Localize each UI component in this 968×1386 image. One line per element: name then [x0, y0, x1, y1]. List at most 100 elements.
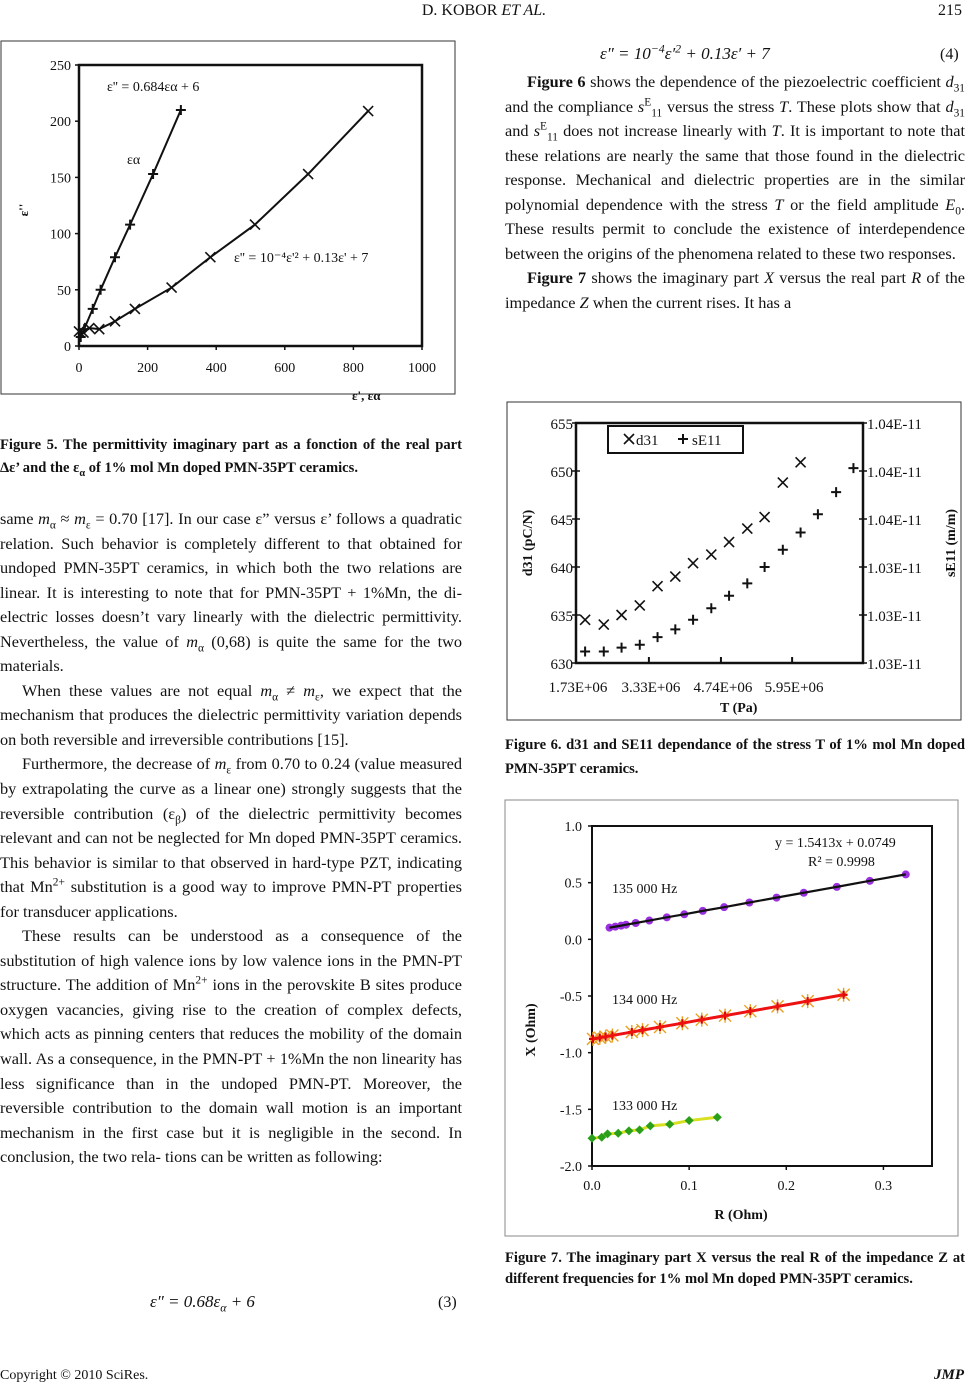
- text-run: versus the real part: [774, 268, 912, 288]
- legend: [607, 425, 744, 454]
- x-tick-label: 0.1: [680, 1179, 698, 1194]
- equation-3: ε″ = 0.68εα + 6: [150, 1292, 255, 1313]
- series-label: 135 000 Hz: [612, 882, 677, 897]
- text-run: , we expect that the mechanism that prod…: [0, 680, 463, 749]
- text-run: (0,68) is quite the same for the two mat…: [0, 631, 462, 676]
- right-column-text: Figure 6 shows the dependence of the pie…: [505, 70, 965, 315]
- text-run: m: [38, 509, 50, 528]
- data-point: [746, 1007, 755, 1016]
- series-line: [591, 1115, 718, 1140]
- text-run: . It is important to note that these rel…: [505, 121, 965, 214]
- series-line: [79, 109, 182, 338]
- data-point: [73, 325, 85, 337]
- series-line: [609, 873, 906, 929]
- y2-tick-label: 1.04E-11: [867, 417, 922, 433]
- data-point: [616, 642, 627, 653]
- data-point: [706, 603, 717, 614]
- data-point: [77, 326, 90, 339]
- data-point: [148, 169, 159, 180]
- data-point: [579, 614, 591, 626]
- data-point: [777, 476, 789, 489]
- series-label: 133 000 Hz: [612, 1099, 677, 1114]
- legend-label-se11: sE11: [692, 433, 721, 449]
- text-run: ε″ = 0.68ε: [150, 1292, 221, 1311]
- data-point: [634, 599, 646, 611]
- y-tick-label: 655: [551, 417, 574, 433]
- y2-tick-label: 1.04E-11: [867, 465, 922, 481]
- text-run: ε′: [664, 44, 676, 63]
- text-run: m: [260, 680, 273, 700]
- text-run: ) of the dielectric permittivity becomes…: [0, 803, 462, 897]
- data-point: [832, 882, 841, 891]
- data-point: [865, 876, 874, 885]
- text-run: β: [175, 813, 181, 826]
- data-point: [605, 1028, 619, 1043]
- data-point: [656, 1023, 664, 1032]
- text-run: ≈: [55, 509, 75, 528]
- data-point: [669, 571, 681, 583]
- data-point: [724, 590, 735, 601]
- y-tick-label: -1.5: [560, 1103, 582, 1118]
- data-point: [848, 463, 859, 474]
- data-point: [110, 252, 121, 263]
- x-tick-label: 1000: [408, 361, 436, 376]
- plot-area: [591, 825, 933, 1167]
- x-tick-label: 0.0: [583, 1179, 601, 1194]
- paragraph: When these values are not equal mα ≠ mε,…: [0, 679, 462, 753]
- data-point: [593, 1030, 607, 1045]
- text-run: s: [637, 96, 645, 116]
- data-point: [645, 1121, 655, 1131]
- text-run: 2+: [195, 974, 208, 987]
- text-run: 11: [547, 131, 558, 144]
- data-point: [670, 624, 681, 635]
- data-point: [595, 1033, 604, 1042]
- data-point: [302, 168, 314, 180]
- data-point: [605, 923, 614, 932]
- text-run: substitution is a good way to improve PM…: [0, 877, 462, 921]
- data-point: [652, 632, 663, 643]
- data-point: [603, 1129, 613, 1139]
- text-run: ≠: [278, 680, 304, 700]
- data-point: [129, 303, 141, 315]
- data-point: [635, 1125, 645, 1135]
- text-run: and the compliance: [505, 96, 638, 116]
- data-point: [712, 1112, 722, 1122]
- text-run: ε: [315, 691, 320, 704]
- data-point: [83, 322, 95, 334]
- data-point: [611, 922, 620, 931]
- text-run: Furthermore, the decrease of: [22, 754, 215, 774]
- text-run: Figure 5. The permittivity imaginary par…: [0, 437, 462, 476]
- data-point: [613, 1128, 623, 1138]
- text-run: Z: [579, 292, 589, 312]
- data-point: [627, 1028, 636, 1037]
- figure-frame: [504, 799, 959, 1237]
- text-run: and: [505, 121, 534, 141]
- data-point: [720, 903, 729, 912]
- text-run: m: [186, 631, 198, 651]
- text-run: T: [771, 121, 781, 141]
- x-tick-label: 400: [206, 361, 227, 376]
- data-point: [166, 281, 178, 294]
- data-point: [777, 544, 788, 555]
- footer-copyright: Copyright © 2010 SciRes.: [0, 1368, 149, 1383]
- text-run: d: [945, 96, 954, 116]
- text-run: versus the stress: [662, 96, 780, 116]
- text-run: E: [540, 120, 547, 133]
- y-tick-label: 630: [551, 657, 574, 673]
- text-run: When these values are not equal: [22, 680, 261, 700]
- y-axis-label: d31 (pC/N): [521, 509, 536, 576]
- x-tick-label: 4.74E+06: [693, 680, 752, 696]
- data-point: [772, 893, 781, 902]
- text-run: ε″ = 10: [600, 44, 651, 63]
- text-run: shows the imaginary part: [586, 268, 765, 288]
- data-point: [742, 578, 753, 589]
- data-point: [75, 332, 86, 343]
- y2-tick-label: 1.03E-11: [867, 657, 922, 673]
- text-run: . These plots show that: [788, 96, 946, 116]
- x-tick-label: 600: [274, 361, 295, 376]
- text-run: + 6: [226, 1292, 255, 1311]
- text-run: 0: [955, 204, 961, 217]
- x-tick-label: 800: [343, 361, 364, 376]
- x-tick-label: 0: [76, 361, 83, 376]
- legend-marker-d31: [623, 433, 635, 445]
